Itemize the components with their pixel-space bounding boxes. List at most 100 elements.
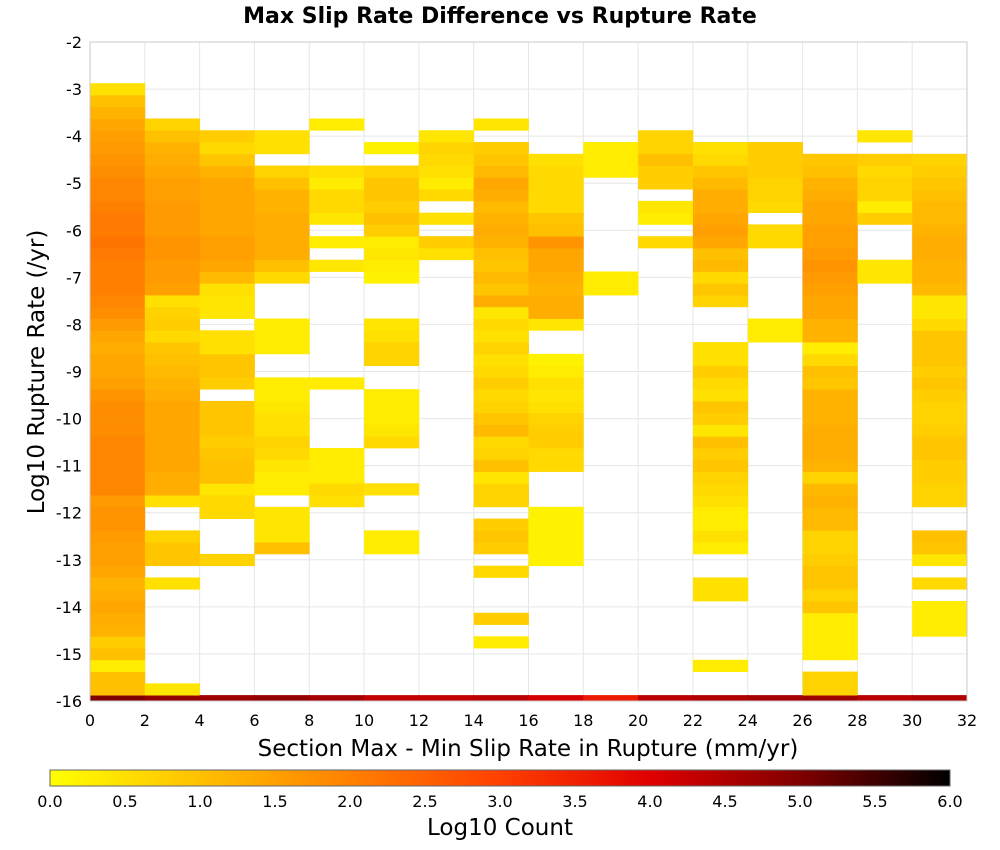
heatmap-cell (692, 577, 749, 590)
heatmap-cell (90, 200, 146, 214)
heatmap-cell (473, 495, 529, 508)
heatmap-cell (418, 189, 475, 202)
colorbar-tick-label: 3.5 (562, 792, 587, 811)
heatmap-cell (802, 695, 858, 702)
heatmap-cell (364, 483, 420, 496)
heatmap-cell (473, 424, 529, 437)
heatmap-cell (692, 459, 749, 472)
heatmap-cell (912, 200, 968, 214)
heatmap-cell (473, 177, 529, 190)
heatmap-cell (90, 600, 146, 614)
heatmap-cell (912, 436, 968, 449)
heatmap-cell (364, 530, 420, 543)
heatmap-cell (692, 153, 749, 166)
heatmap-cell (90, 459, 146, 472)
heatmap-cell (528, 271, 584, 284)
heatmap-cell (473, 436, 529, 449)
heatmap-cell (90, 177, 146, 190)
y-tick-label: -9 (66, 363, 82, 382)
heatmap-cell (144, 400, 201, 414)
heatmap-cell (802, 283, 858, 296)
heatmap-cell (144, 483, 201, 496)
heatmap-cell (692, 189, 749, 202)
heatmap-cell (254, 436, 310, 449)
heatmap-cell (473, 412, 529, 425)
heatmap-cell (199, 247, 255, 261)
heatmap-cell (802, 542, 858, 555)
x-tick-label: 28 (847, 711, 867, 730)
heatmap-cell (473, 283, 529, 296)
heatmap-cell (90, 330, 146, 343)
heatmap-cell (254, 259, 310, 272)
heatmap-cell (144, 553, 201, 567)
colorbar-tick-label: 5.5 (862, 792, 887, 811)
heatmap-cell (90, 683, 146, 696)
heatmap-cell (692, 436, 749, 449)
heatmap-cell (309, 695, 365, 702)
heatmap-cell (692, 495, 749, 508)
colorbar-tick-label: 2.5 (412, 792, 437, 811)
heatmap-cell (254, 165, 310, 178)
heatmap-cell (364, 436, 420, 449)
heatmap-cell (528, 283, 584, 296)
heatmap-cell (144, 389, 201, 402)
heatmap-cell (912, 624, 968, 637)
heatmap-cell (199, 506, 255, 519)
heatmap-cell (254, 447, 310, 461)
heatmap-cell (912, 400, 968, 414)
heatmap-cell (912, 377, 968, 390)
heatmap-cell (857, 130, 913, 143)
heatmap-cell (144, 212, 201, 225)
heatmap-cell (583, 271, 639, 284)
heatmap-cell (364, 342, 420, 355)
heatmap-cell (254, 377, 310, 390)
heatmap-cell (747, 224, 803, 237)
colorbar (49, 769, 951, 787)
heatmap-cell (144, 130, 201, 143)
heatmap-cell (802, 295, 858, 308)
heatmap-cell (528, 459, 584, 472)
heatmap-cell (912, 471, 968, 484)
heatmap-cell (90, 553, 146, 567)
heatmap-cell (747, 177, 803, 190)
colorbar-tick-label: 3.0 (487, 792, 512, 811)
heatmap-cell (912, 695, 968, 702)
heatmap-cell (638, 142, 694, 155)
heatmap-cell (90, 436, 146, 449)
x-tick-label: 22 (683, 711, 703, 730)
heatmap-cell (528, 177, 584, 190)
y-tick-label: -16 (56, 692, 82, 711)
heatmap-cell (144, 542, 201, 555)
heatmap-cell (638, 153, 694, 166)
x-tick-label: 2 (140, 711, 150, 730)
heatmap-cell (90, 236, 146, 249)
heatmap-cell (364, 212, 420, 225)
heatmap-cell (857, 189, 913, 202)
heatmap-cell (473, 200, 529, 214)
heatmap-cell (857, 153, 913, 166)
heatmap-cell (90, 224, 146, 237)
heatmap-cell (528, 506, 584, 519)
heatmap-cell (638, 130, 694, 143)
heatmap-cell (90, 695, 146, 702)
y-tick-label: -4 (66, 127, 82, 146)
heatmap-cell (802, 306, 858, 319)
heatmap-cell (364, 165, 420, 178)
heatmap-cell (90, 530, 146, 543)
heatmap-cell (364, 412, 420, 425)
heatmap-cell (254, 542, 310, 555)
x-tick-label: 24 (738, 711, 758, 730)
heatmap-cell (90, 518, 146, 531)
heatmap-cell (473, 518, 529, 531)
heatmap-cell (364, 424, 420, 437)
heatmap-cell (638, 212, 694, 225)
heatmap-cell (418, 247, 475, 261)
heatmap-cell (528, 153, 584, 166)
heatmap-cell (254, 177, 310, 190)
heatmap-cell (473, 259, 529, 272)
colorbar-tick-label: 0.5 (112, 792, 137, 811)
heatmap-cell (473, 318, 529, 331)
heatmap-cell (802, 483, 858, 496)
chart-title: Max Slip Rate Difference vs Rupture Rate (243, 4, 757, 29)
heatmap-cell (254, 212, 310, 225)
